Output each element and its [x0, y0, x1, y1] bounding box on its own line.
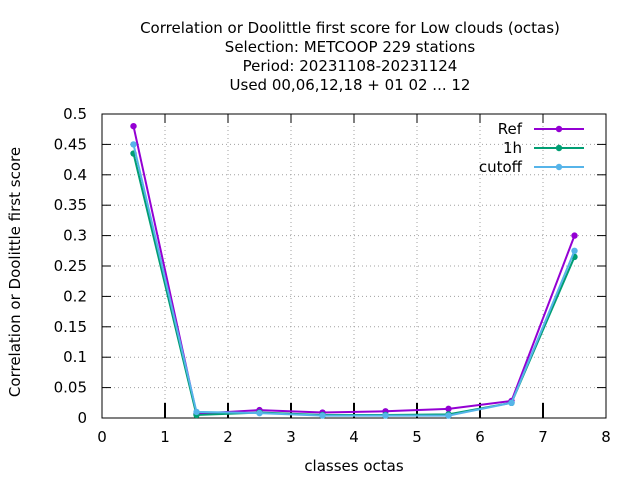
y-tick-label: 0.35: [54, 196, 87, 214]
x-tick-label: 4: [349, 428, 359, 446]
data-point: [193, 408, 200, 416]
chart-title: Correlation or Doolittle first score for…: [140, 19, 560, 94]
y-tick-label: 0.3: [63, 227, 87, 245]
y-tick-label: 0.15: [54, 318, 87, 336]
y-tick-label: 0: [77, 409, 87, 427]
x-tick-label: 8: [601, 428, 611, 446]
data-point: [508, 399, 515, 406]
title-line: Period: 20231108-20231124: [243, 57, 458, 75]
data-point: [445, 405, 452, 413]
x-tick-label: 0: [97, 428, 107, 446]
series: [130, 122, 578, 419]
x-axis-label: classes octas: [304, 457, 404, 475]
y-tick-label: 0.4: [63, 166, 87, 184]
x-tick-label: 7: [538, 428, 548, 446]
y-tick-label: 0.25: [54, 257, 87, 275]
legend-label: cutoff: [479, 158, 523, 176]
x-tick-label: 5: [412, 428, 422, 446]
data-point: [130, 141, 137, 148]
title-line: Selection: METCOOP 229 stations: [225, 38, 476, 56]
y-tick-label: 0.45: [54, 135, 87, 153]
x-tick-label: 2: [223, 428, 233, 446]
legend-label: Ref: [498, 120, 523, 138]
data-point: [571, 232, 578, 239]
data-point: [571, 247, 578, 254]
legend-label: 1h: [503, 139, 522, 157]
data-point: [319, 412, 326, 419]
plot-frame: [101, 113, 607, 419]
title-line: Correlation or Doolittle first score for…: [140, 19, 560, 37]
x-tick-label: 3: [286, 428, 296, 446]
series-line-ref: [132, 125, 576, 415]
legend-marker: [555, 125, 563, 133]
series-line-cutoff: [132, 144, 576, 417]
data-point: [382, 412, 389, 419]
y-tick-label: 0.1: [63, 348, 87, 366]
y-tick-label: 0.05: [54, 379, 87, 397]
data-point: [130, 122, 137, 130]
data-point: [445, 412, 452, 419]
legend-marker: [555, 144, 563, 152]
x-tick-label: 1: [160, 428, 170, 446]
title-line: Used 00,06,12,18 + 01 02 ... 12: [230, 76, 471, 94]
y-axis-label: Correlation or Doolittle first score: [6, 147, 24, 397]
data-point: [256, 409, 263, 417]
x-tick-label: 6: [475, 428, 485, 446]
y-tick-label: 0.2: [63, 287, 87, 305]
legend-marker: [555, 163, 563, 171]
y-tick-label: 0.5: [63, 105, 87, 123]
